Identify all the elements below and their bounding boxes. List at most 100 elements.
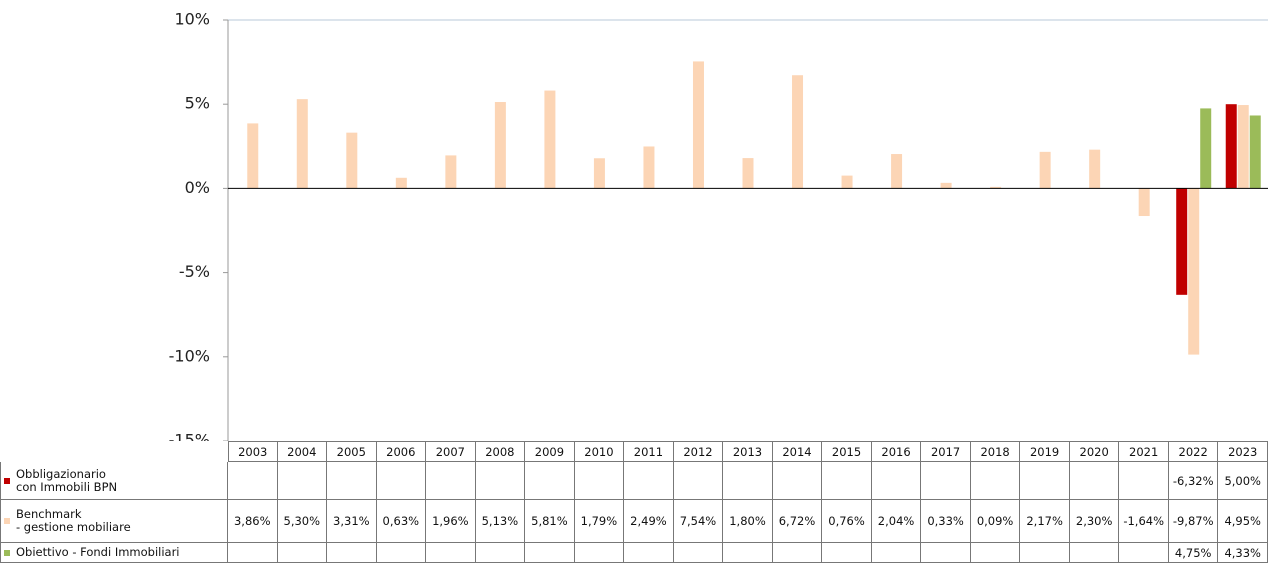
value-cell bbox=[822, 462, 872, 500]
category-cell: 2009 bbox=[525, 441, 575, 462]
value-cell: -1,64% bbox=[1119, 500, 1169, 543]
bar bbox=[494, 102, 506, 189]
value-cell: 0,09% bbox=[970, 500, 1021, 543]
value-cell bbox=[673, 462, 724, 500]
value-cell: 1,80% bbox=[723, 500, 773, 543]
value-cell bbox=[1020, 543, 1070, 563]
value-cell: 5,81% bbox=[525, 500, 575, 543]
value-cell bbox=[1069, 543, 1120, 563]
value-cell bbox=[525, 543, 575, 563]
value-cell: 0,33% bbox=[921, 500, 971, 543]
bar bbox=[1225, 104, 1237, 189]
bar bbox=[1237, 105, 1249, 189]
value-cell: 4,33% bbox=[1218, 543, 1268, 563]
value-cell: 5,30% bbox=[277, 500, 328, 543]
value-cell: 1,79% bbox=[574, 500, 625, 543]
y-tick-label: -10% bbox=[169, 346, 210, 365]
bar bbox=[1176, 188, 1188, 295]
legend-label: Obiettivo - Fondi Immobiliari bbox=[16, 545, 180, 559]
category-cell: 2018 bbox=[970, 441, 1021, 462]
bar bbox=[346, 132, 358, 189]
value-cell bbox=[277, 543, 328, 563]
value-cell bbox=[1069, 462, 1120, 500]
value-cell bbox=[574, 462, 625, 500]
bar bbox=[1188, 188, 1200, 355]
bar bbox=[296, 99, 308, 189]
category-cell: 2019 bbox=[1020, 441, 1070, 462]
category-cell: 2017 bbox=[921, 441, 971, 462]
bar bbox=[1138, 188, 1150, 217]
category-cell: 2010 bbox=[574, 441, 625, 462]
value-cell bbox=[426, 543, 476, 563]
bar bbox=[841, 175, 853, 189]
category-cell: 2020 bbox=[1069, 441, 1120, 462]
category-cell: 2011 bbox=[624, 441, 674, 462]
value-cell bbox=[921, 543, 971, 563]
value-cell bbox=[475, 462, 526, 500]
value-cell: 2,17% bbox=[1020, 500, 1070, 543]
value-cell bbox=[228, 543, 278, 563]
value-cell bbox=[376, 543, 427, 563]
category-cell: 2021 bbox=[1119, 441, 1169, 462]
value-cell bbox=[376, 462, 427, 500]
category-cell: 2012 bbox=[673, 441, 724, 462]
category-cell: 2008 bbox=[475, 441, 526, 462]
value-cell: 0,63% bbox=[376, 500, 427, 543]
category-cell: 2007 bbox=[426, 441, 476, 462]
legend-label: Benchmark - gestione mobiliare bbox=[16, 507, 131, 534]
bar bbox=[940, 182, 952, 189]
value-cell bbox=[327, 543, 377, 563]
category-cell: 2022 bbox=[1168, 441, 1219, 462]
value-cell bbox=[970, 543, 1021, 563]
value-cell bbox=[1119, 543, 1169, 563]
bar bbox=[891, 154, 903, 189]
value-cell: 4,75% bbox=[1168, 543, 1219, 563]
category-cell: 2005 bbox=[327, 441, 377, 462]
value-cell bbox=[228, 462, 278, 500]
value-cell bbox=[475, 543, 526, 563]
legend-key bbox=[4, 549, 10, 556]
legend-label: Obbligazionario con Immobili BPN bbox=[16, 466, 118, 494]
bar bbox=[643, 146, 655, 189]
value-cell bbox=[426, 462, 476, 500]
category-cell: 2016 bbox=[871, 441, 922, 462]
value-cell bbox=[1020, 462, 1070, 500]
category-cell: 2003 bbox=[228, 441, 278, 462]
y-tick-label: -5% bbox=[179, 262, 210, 281]
value-cell bbox=[772, 543, 823, 563]
legend-entry: Obiettivo - Fondi Immobiliari bbox=[0, 543, 228, 563]
legend-entry: Benchmark - gestione mobiliare bbox=[0, 500, 228, 543]
bar bbox=[1249, 115, 1261, 189]
value-cell bbox=[970, 462, 1021, 500]
value-cell bbox=[871, 543, 922, 563]
value-cell bbox=[327, 462, 377, 500]
bar bbox=[1039, 151, 1051, 189]
value-cell: 5,13% bbox=[475, 500, 526, 543]
value-cell bbox=[871, 462, 922, 500]
bar bbox=[593, 158, 605, 189]
bar bbox=[247, 123, 259, 189]
value-cell: 0,76% bbox=[822, 500, 872, 543]
y-tick-label: 0% bbox=[185, 178, 210, 197]
value-cell bbox=[723, 543, 773, 563]
value-cell bbox=[574, 543, 625, 563]
bar bbox=[1200, 108, 1212, 189]
value-cell: -9,87% bbox=[1168, 500, 1219, 543]
value-cell: 2,49% bbox=[624, 500, 674, 543]
bar bbox=[1089, 149, 1101, 189]
bar bbox=[792, 75, 804, 189]
bar bbox=[990, 186, 1002, 189]
value-cell: 4,95% bbox=[1218, 500, 1268, 543]
legend-key bbox=[4, 518, 10, 524]
value-cell bbox=[772, 462, 823, 500]
value-cell bbox=[723, 462, 773, 500]
category-cell: 2004 bbox=[277, 441, 328, 462]
value-cell: 6,72% bbox=[772, 500, 823, 543]
y-tick-label: 10% bbox=[174, 10, 210, 29]
value-cell bbox=[624, 543, 674, 563]
value-cell bbox=[525, 462, 575, 500]
bar bbox=[544, 90, 556, 189]
category-cell: 2015 bbox=[822, 441, 872, 462]
value-cell bbox=[822, 543, 872, 563]
